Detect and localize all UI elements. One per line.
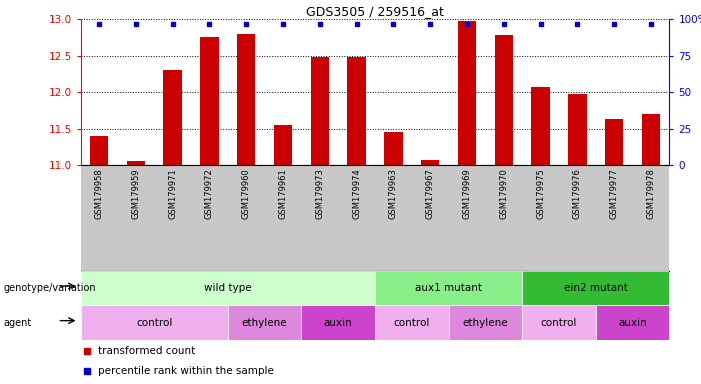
- Bar: [348, 57, 366, 165]
- Text: GSM179960: GSM179960: [242, 168, 251, 219]
- Text: auxin: auxin: [324, 318, 353, 328]
- Text: GSM179958: GSM179958: [95, 168, 104, 219]
- Bar: [81, 271, 375, 305]
- Bar: [163, 70, 182, 165]
- Title: GDS3505 / 259516_at: GDS3505 / 259516_at: [306, 5, 444, 18]
- Bar: [531, 87, 550, 165]
- Bar: [311, 57, 329, 165]
- Bar: [596, 305, 669, 340]
- Text: agent: agent: [4, 318, 32, 328]
- Text: aux1 mutant: aux1 mutant: [415, 283, 482, 293]
- Text: GSM179974: GSM179974: [352, 168, 361, 219]
- Text: GSM179970: GSM179970: [499, 168, 508, 219]
- Text: control: control: [136, 318, 172, 328]
- Bar: [228, 305, 301, 340]
- Text: GSM179959: GSM179959: [131, 168, 140, 219]
- Text: ethylene: ethylene: [242, 318, 287, 328]
- Text: ethylene: ethylene: [463, 318, 508, 328]
- Bar: [458, 22, 476, 165]
- Text: GSM179972: GSM179972: [205, 168, 214, 219]
- Bar: [237, 34, 255, 165]
- Text: wild type: wild type: [204, 283, 252, 293]
- Text: GSM179975: GSM179975: [536, 168, 545, 219]
- Text: genotype/variation: genotype/variation: [4, 283, 96, 293]
- Bar: [375, 305, 449, 340]
- Text: GSM179963: GSM179963: [389, 168, 398, 219]
- Bar: [605, 119, 623, 165]
- Bar: [200, 38, 219, 165]
- Bar: [449, 305, 522, 340]
- Bar: [421, 160, 440, 165]
- Bar: [127, 161, 145, 165]
- Bar: [90, 136, 108, 165]
- Text: GSM179973: GSM179973: [315, 168, 325, 219]
- Bar: [642, 114, 660, 165]
- Bar: [384, 132, 402, 165]
- Bar: [81, 305, 228, 340]
- Text: GSM179978: GSM179978: [646, 168, 655, 219]
- Text: GSM179971: GSM179971: [168, 168, 177, 219]
- Bar: [375, 271, 522, 305]
- Bar: [274, 125, 292, 165]
- Text: GSM179967: GSM179967: [426, 168, 435, 219]
- Text: control: control: [394, 318, 430, 328]
- Text: transformed count: transformed count: [98, 346, 196, 356]
- Bar: [522, 271, 669, 305]
- Text: percentile rank within the sample: percentile rank within the sample: [98, 366, 274, 376]
- Text: auxin: auxin: [618, 318, 647, 328]
- Text: GSM179961: GSM179961: [278, 168, 287, 219]
- Bar: [522, 305, 596, 340]
- Bar: [569, 94, 587, 165]
- Text: GSM179977: GSM179977: [610, 168, 619, 219]
- Text: control: control: [541, 318, 577, 328]
- Text: GSM179976: GSM179976: [573, 168, 582, 219]
- Bar: [301, 305, 375, 340]
- Text: ein2 mutant: ein2 mutant: [564, 283, 628, 293]
- Bar: [495, 35, 513, 165]
- Text: GSM179969: GSM179969: [463, 168, 472, 219]
